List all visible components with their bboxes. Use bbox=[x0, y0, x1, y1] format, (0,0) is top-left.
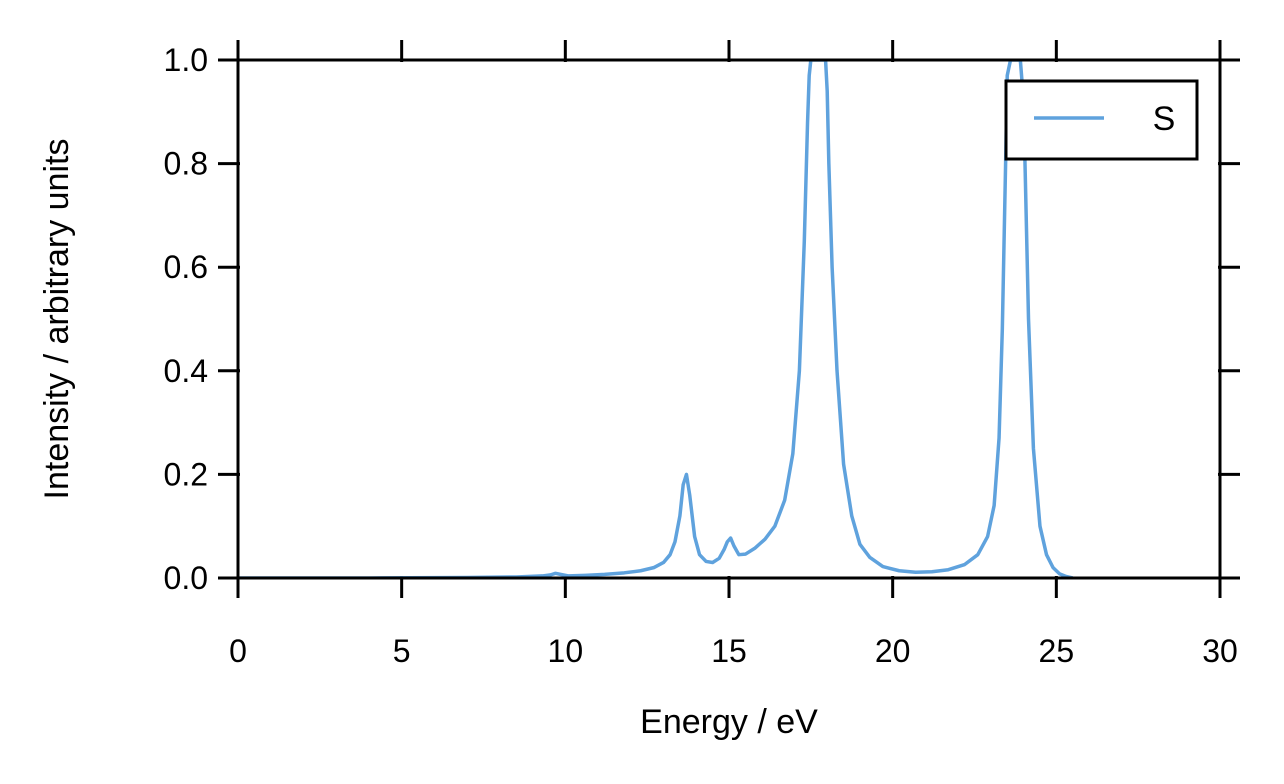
x-axis-label: Energy / eV bbox=[640, 703, 818, 741]
y-tick-label: 0.0 bbox=[164, 560, 208, 596]
axis-tick-labels: 0 5 10 15 20 25 30 0.0 0.2 0.4 0.6 0.8 1.0 bbox=[164, 42, 1238, 669]
x-tick-label: 15 bbox=[711, 633, 747, 669]
plot-frame bbox=[236, 58, 1222, 580]
x-tick-label: 5 bbox=[393, 633, 411, 669]
y-tick-label: 0.4 bbox=[164, 353, 208, 389]
x-tick-label: 20 bbox=[875, 633, 911, 669]
y-tick-label: 1.0 bbox=[164, 42, 208, 78]
legend-box bbox=[1004, 79, 1199, 161]
series-line-s bbox=[238, 60, 1074, 578]
legend-label-s: S bbox=[1153, 100, 1176, 138]
x-tick-label: 25 bbox=[1039, 633, 1075, 669]
y-tick-label: 0.2 bbox=[164, 456, 208, 492]
axis-ticks bbox=[218, 40, 1240, 598]
y-tick-label: 0.8 bbox=[164, 146, 208, 182]
x-tick-label: 0 bbox=[229, 633, 247, 669]
y-axis-label: Intensity / arbitrary units bbox=[38, 139, 76, 500]
legend: S bbox=[1004, 79, 1199, 161]
x-tick-label: 30 bbox=[1202, 633, 1238, 669]
x-tick-label: 10 bbox=[548, 633, 584, 669]
y-tick-label: 0.6 bbox=[164, 249, 208, 285]
